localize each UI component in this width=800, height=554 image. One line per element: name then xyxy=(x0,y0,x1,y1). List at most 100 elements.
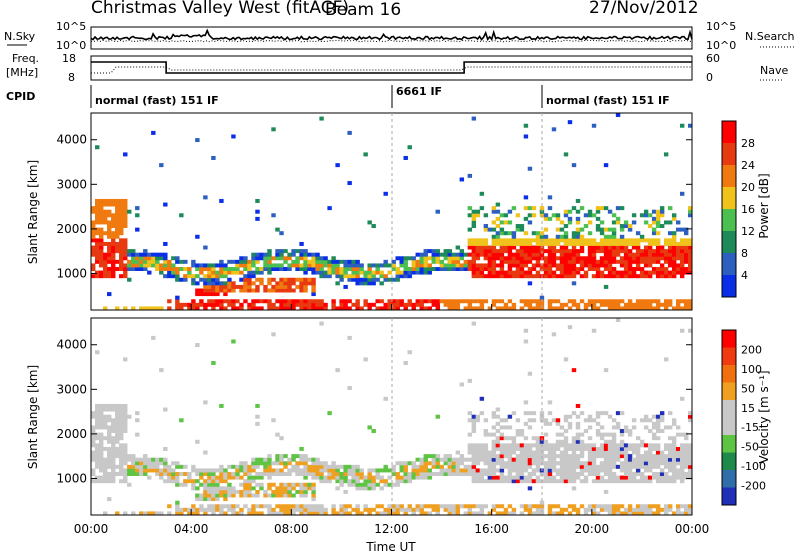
power-cell xyxy=(635,256,641,261)
velocity-cell xyxy=(527,450,533,455)
power-cell xyxy=(515,252,521,257)
power-cell xyxy=(119,249,124,254)
velocity-cell xyxy=(535,464,541,469)
power-cell xyxy=(607,238,613,243)
power-cell xyxy=(651,241,657,246)
power-cell xyxy=(163,263,168,268)
velocity-cell xyxy=(191,511,196,516)
velocity-cell xyxy=(111,472,116,476)
velocity-cell xyxy=(575,457,581,462)
velocity-cell xyxy=(207,472,212,476)
velocity-cell xyxy=(307,504,312,509)
velocity-cell xyxy=(263,489,268,494)
velocity-cell xyxy=(519,443,525,448)
velocity-cell xyxy=(491,432,497,437)
power-cell xyxy=(455,256,461,261)
power-cell xyxy=(567,120,573,125)
power-cell xyxy=(671,263,677,268)
velocity-cell xyxy=(631,443,637,448)
power-cell xyxy=(559,302,565,307)
velocity-cell xyxy=(107,432,112,437)
velocity-cell xyxy=(459,472,465,476)
velocity-cell xyxy=(191,482,196,487)
velocity-cell xyxy=(531,411,537,416)
velocity-cell xyxy=(375,482,380,487)
power-cell xyxy=(123,202,128,207)
power-cell xyxy=(559,263,565,268)
power-cell xyxy=(471,224,477,229)
velocity-cell xyxy=(623,472,629,476)
velocity-cell xyxy=(671,464,677,469)
velocity-cell xyxy=(163,472,168,476)
nave-tick-top: 60 xyxy=(706,52,720,65)
power-cell xyxy=(615,302,621,307)
power-cell xyxy=(499,213,505,218)
velocity-cell xyxy=(567,464,573,469)
velocity-cell xyxy=(519,461,525,466)
power-cell xyxy=(535,256,541,261)
velocity-cell xyxy=(119,450,124,455)
velocity-cell xyxy=(559,443,565,448)
power-cell xyxy=(595,224,601,229)
power-cell xyxy=(543,263,549,268)
power-cell xyxy=(543,216,549,221)
velocity-cell xyxy=(611,443,617,448)
velocity-cell xyxy=(215,507,220,512)
velocity-cell xyxy=(119,443,124,448)
power-cell xyxy=(615,113,621,117)
power-cell xyxy=(539,234,545,239)
velocity-cell xyxy=(527,507,533,512)
power-cell xyxy=(351,274,356,279)
power-cell xyxy=(351,277,356,282)
velocity-cell xyxy=(659,475,665,480)
power-cell xyxy=(287,267,292,271)
velocity-cell xyxy=(507,414,513,419)
power-cell xyxy=(551,274,557,279)
power-cell xyxy=(523,252,529,257)
velocity-cell xyxy=(387,475,392,480)
velocity-cell xyxy=(575,425,581,430)
power-cell xyxy=(651,238,657,243)
velocity-cell xyxy=(659,461,665,466)
velocity-cell xyxy=(511,436,517,441)
power-cell xyxy=(287,256,292,261)
power-cell xyxy=(423,263,428,268)
velocity-cell xyxy=(643,461,649,466)
power-cell xyxy=(239,263,244,268)
velocity-cell xyxy=(571,450,577,455)
velocity-cell xyxy=(295,464,300,469)
power-cell xyxy=(651,306,657,311)
velocity-cell xyxy=(147,461,152,466)
velocity-cell xyxy=(679,457,685,462)
velocity-cell xyxy=(175,482,180,487)
velocity-cell xyxy=(583,418,589,423)
velocity-cell xyxy=(343,479,348,484)
power-cell xyxy=(171,256,176,261)
power-cell xyxy=(659,206,665,211)
cpid-label: CPID xyxy=(6,90,35,103)
velocity-cell xyxy=(675,446,681,451)
velocity-cell xyxy=(299,511,304,516)
velocity-cell xyxy=(595,504,601,509)
power-cell xyxy=(671,231,677,236)
power-cell xyxy=(495,231,501,236)
power-cell xyxy=(603,256,609,261)
power-cell xyxy=(571,241,577,246)
power-cell xyxy=(603,284,609,289)
velocity-cell xyxy=(375,504,380,509)
velocity-cell xyxy=(603,457,609,462)
velocity-cell xyxy=(439,457,444,462)
power-cell xyxy=(631,220,637,225)
power-cell xyxy=(283,277,288,282)
power-cell xyxy=(303,277,308,282)
velocity-cell xyxy=(483,461,489,466)
power-cell xyxy=(335,263,340,268)
power-cell xyxy=(295,302,300,307)
power-cell xyxy=(267,288,272,293)
power-cell xyxy=(687,306,693,311)
power-cell xyxy=(563,224,569,229)
velocity-cell xyxy=(231,475,236,480)
velocity-cell xyxy=(675,432,681,437)
power-cell xyxy=(387,302,392,307)
velocity-cell xyxy=(647,468,653,473)
